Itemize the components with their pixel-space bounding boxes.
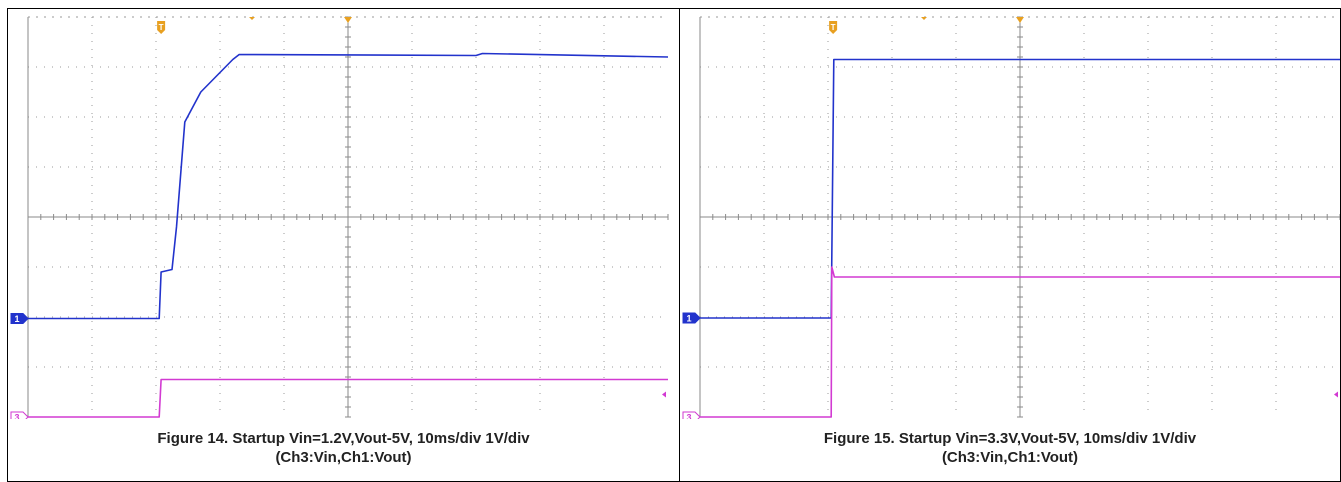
figure-caption: Figure 14. Startup Vin=1.2V,Vout-5V, 10m…: [8, 429, 679, 467]
trace-ch3: [28, 378, 668, 418]
trigger-label: T: [831, 23, 836, 32]
channel-1-marker: 1: [10, 313, 29, 324]
marker-shape: [682, 411, 701, 419]
caption-line-1: Figure 14. Startup Vin=1.2V,Vout-5V, 10m…: [157, 430, 530, 447]
offscreen-indicator-icon: [662, 391, 666, 398]
caption-line-2: (Ch3:Vin,Ch1:Vout): [941, 449, 1079, 466]
figure-15-panel: T 1 3 Figure 15. Startup Vin=3.3V,Vout-5V,…: [679, 8, 1341, 482]
marker-label: 1: [14, 314, 19, 324]
marker-label: 3: [14, 413, 19, 420]
channel-3-marker: 3: [10, 411, 29, 420]
oscilloscope-plot: T 1 3: [682, 16, 1340, 420]
figure-14-panel: T 1 3 Figure 14. Startup Vin=1.2V,Vout-5V,…: [7, 8, 680, 482]
time-ref-marker: [921, 17, 927, 20]
marker-shape: [10, 313, 29, 324]
channel-3-marker: 3: [682, 411, 701, 420]
marker-label: 1: [686, 314, 691, 324]
trace-ch1: [28, 52, 669, 320]
time-ref-marker: [344, 17, 352, 23]
trace-ch1: [700, 58, 1340, 319]
marker-label: 3: [686, 413, 691, 420]
caption-line-1: Figure 15. Startup Vin=3.3V,Vout-5V, 10m…: [823, 430, 1197, 447]
grid: [699, 16, 1340, 418]
trace-ch3: [700, 266, 1340, 418]
marker-shape: [10, 411, 29, 419]
marker-shape: [682, 312, 701, 324]
trigger-marker: T: [829, 21, 838, 34]
figure-caption: Figure 15. Startup Vin=3.3V,Vout-5V, 10m…: [680, 429, 1340, 467]
grid: [27, 16, 669, 418]
time-ref-marker: [1016, 17, 1024, 23]
offscreen-indicator-icon: [1334, 391, 1338, 398]
channel-1-marker: 1: [682, 312, 701, 324]
oscilloscope-plot: T 1 3: [10, 16, 669, 420]
trigger-shape: [829, 21, 838, 34]
trigger-marker: T: [157, 21, 166, 34]
time-ref-marker: [249, 17, 255, 20]
caption-line-2: (Ch3:Vin,Ch1:Vout): [275, 449, 412, 466]
trigger-shape: [157, 21, 166, 34]
trigger-label: T: [159, 23, 164, 32]
